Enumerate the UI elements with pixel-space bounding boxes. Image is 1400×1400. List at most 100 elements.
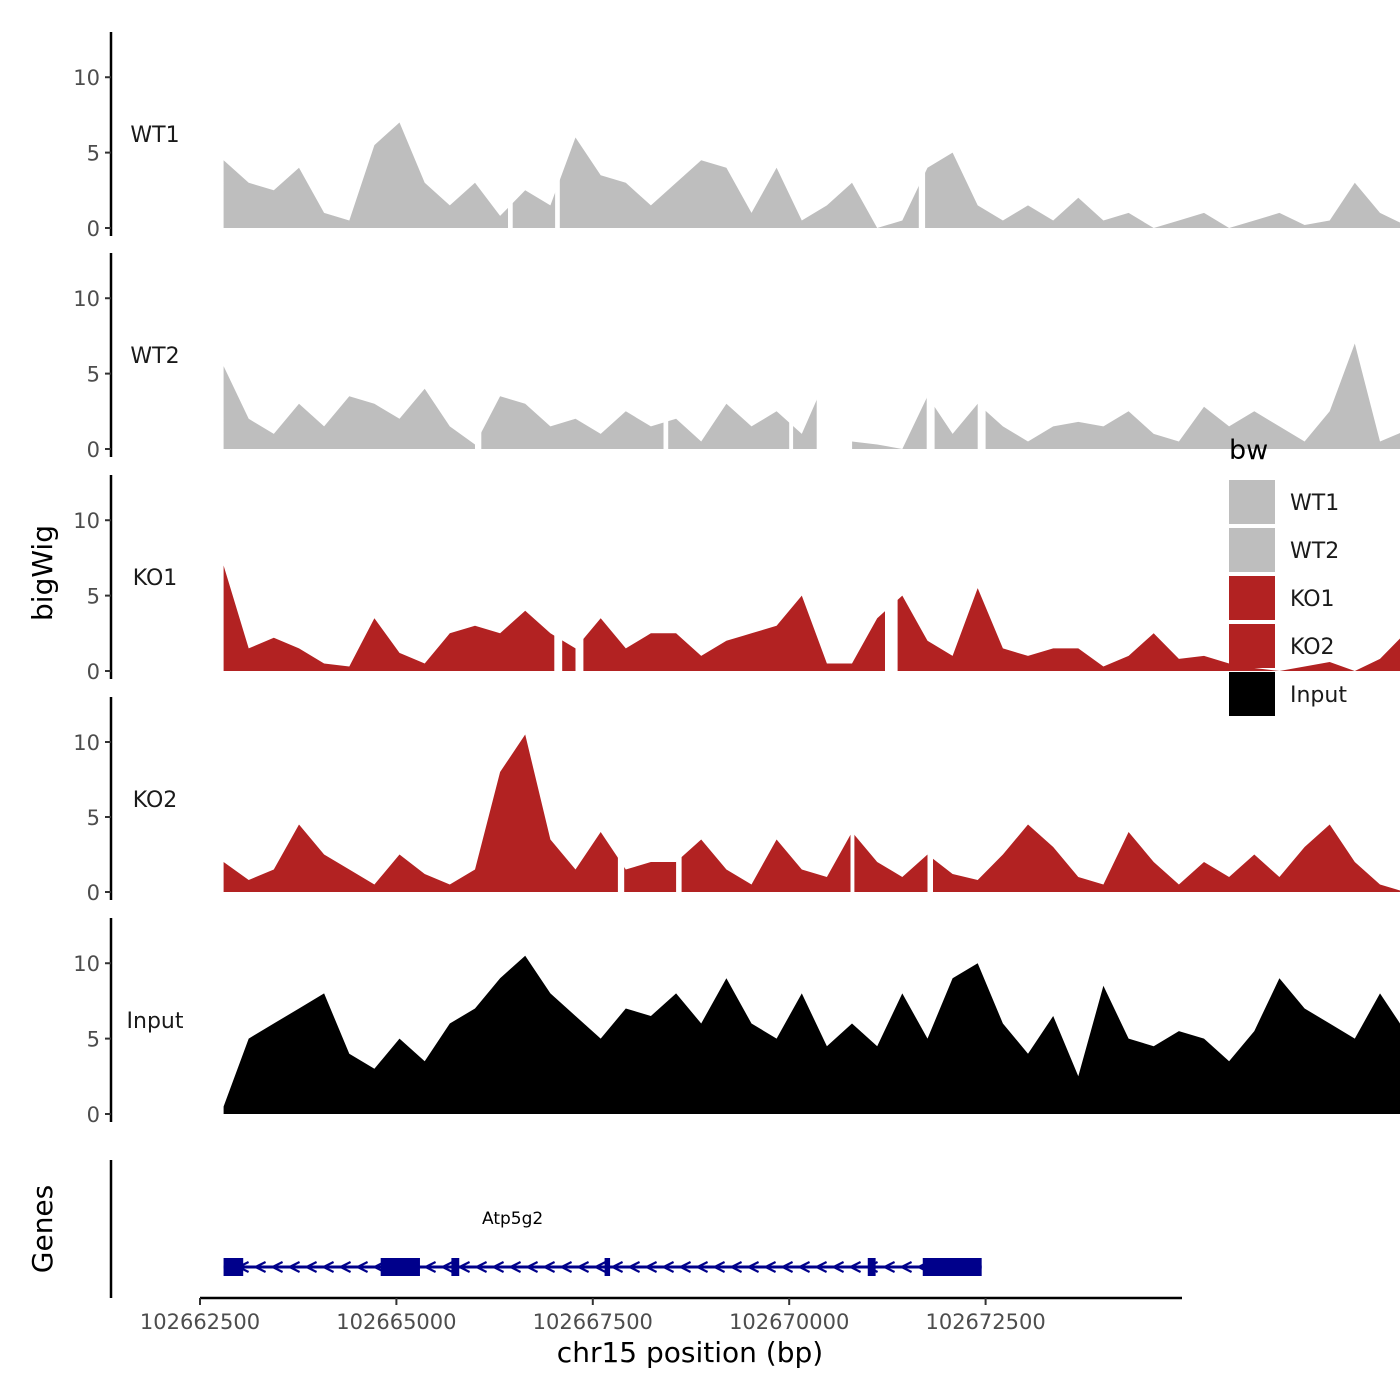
track-ko1: 0 5 10 KO1 (73, 475, 1400, 684)
strand-arrow (729, 1261, 743, 1273)
x-tick-label: 102672500 (925, 1310, 1045, 1334)
y-tick-label: 5 (87, 806, 100, 830)
strand-arrow (457, 1261, 471, 1273)
y-tick-label: 0 (87, 438, 100, 462)
y-tick-label: 5 (87, 142, 100, 166)
y-tick-label: 10 (73, 952, 100, 976)
coverage-gap (575, 475, 584, 672)
x-tick-label: 102665000 (336, 1310, 456, 1334)
strand-arrow (899, 1261, 913, 1273)
coverage-gap (926, 253, 935, 450)
strand-arrow (763, 1261, 777, 1273)
coverage-gap (918, 32, 926, 229)
bigwig-tracks: 0 5 10 WT1 0 5 10 WT2 0 5 10 KO1 0 5 10 KO2 0 5 10 Input (73, 32, 1400, 1127)
legend-item-input: Input (1229, 672, 1347, 716)
track-wt1: 0 5 10 WT1 (73, 32, 1400, 241)
track-label-ko2: KO2 (133, 788, 178, 813)
legend-label: WT1 (1290, 491, 1339, 516)
y-tick-label: 0 (87, 217, 100, 241)
coverage-area-input (223, 955, 1400, 1114)
coverage-gap (554, 475, 563, 672)
strand-arrow (848, 1261, 862, 1273)
strand-arrow (780, 1261, 794, 1273)
y-tick-label: 5 (87, 1028, 100, 1052)
coverage-gap (663, 253, 669, 450)
strand-arrow (270, 1261, 284, 1273)
legend-label: Input (1290, 683, 1347, 708)
coverage-gap (617, 697, 625, 893)
legend: bw WT1 WT2 KO1 KO2 Input (1229, 435, 1347, 716)
y-tick-label: 0 (87, 1103, 100, 1127)
legend-swatch (1229, 624, 1275, 668)
coverage-gap (508, 32, 513, 229)
y-tick-label: 5 (87, 585, 100, 609)
strand-arrow (559, 1261, 573, 1273)
legend-label: KO2 (1290, 635, 1335, 660)
gene-name-label: Atp5g2 (482, 1209, 543, 1229)
exon (380, 1258, 420, 1276)
coverage-gap (850, 697, 855, 893)
track-label-ko1: KO1 (133, 566, 178, 591)
legend-swatch (1229, 672, 1275, 716)
strand-arrow (542, 1261, 556, 1273)
coverage-area-ko1 (223, 565, 1400, 671)
coverage-gap (676, 697, 682, 893)
strand-arrow (593, 1261, 607, 1273)
strand-arrow (287, 1261, 301, 1273)
gene-track: Atp5g2 (109, 1160, 982, 1298)
y-tick-label: 10 (73, 731, 100, 755)
track-ko2: 0 5 10 KO2 (73, 697, 1400, 905)
y-tick-label: 0 (87, 660, 100, 684)
strand-arrow (304, 1261, 318, 1273)
strand-arrow (525, 1261, 539, 1273)
track-label-wt2: WT2 (130, 344, 179, 369)
legend-title: bw (1229, 435, 1268, 466)
strand-arrow (508, 1261, 522, 1273)
strand-arrow (440, 1261, 454, 1273)
coverage-gap (927, 697, 933, 893)
strand-arrow (814, 1261, 828, 1273)
legend-label: KO1 (1290, 587, 1335, 612)
coverage-gap (475, 253, 482, 450)
exon (451, 1258, 460, 1276)
legend-items: WT1 WT2 KO1 KO2 Input (1229, 480, 1347, 716)
coverage-area-ko2 (223, 734, 1400, 892)
track-label-input: Input (127, 1009, 184, 1034)
genes-panel-label: Genes (26, 1185, 59, 1273)
strand-arrow (253, 1261, 267, 1273)
gene-atp5g2: Atp5g2 (223, 1209, 982, 1276)
strand-arrow (491, 1261, 505, 1273)
coverage-gap (555, 32, 560, 229)
legend-item-ko2: KO2 (1229, 624, 1335, 668)
y-tick-label: 5 (87, 363, 100, 387)
strand-arrow (355, 1261, 369, 1273)
strand-arrow (661, 1261, 675, 1273)
strand-arrow (338, 1261, 352, 1273)
strand-arrow (474, 1261, 488, 1273)
strand-arrow (797, 1261, 811, 1273)
legend-swatch (1229, 528, 1275, 572)
y-tick-label: 10 (73, 287, 100, 311)
strand-arrow (695, 1261, 709, 1273)
strand-arrow (678, 1261, 692, 1273)
strand-arrow (627, 1261, 641, 1273)
track-label-wt1: WT1 (130, 123, 179, 148)
strand-arrow (576, 1261, 590, 1273)
track-input: 0 5 10 Input (73, 918, 1400, 1127)
strand-arrow (712, 1261, 726, 1273)
coverage-gap (885, 475, 898, 672)
strand-arrow (423, 1261, 437, 1273)
strand-arrow (882, 1261, 896, 1273)
x-axis: 102662500 102665000 102667500 102670000 1026… (140, 1296, 1182, 1334)
legend-item-ko1: KO1 (1229, 576, 1335, 620)
coverage-gap (816, 253, 853, 450)
exon (604, 1258, 611, 1276)
legend-item-wt1: WT1 (1229, 480, 1339, 524)
legend-label: WT2 (1290, 539, 1339, 564)
coverage-area-wt1 (223, 122, 1400, 228)
exon (223, 1258, 244, 1276)
y-axis-title: bigWig (26, 525, 59, 621)
coverage-gap (977, 253, 986, 450)
track-wt2: 0 5 10 WT2 (73, 253, 1400, 462)
